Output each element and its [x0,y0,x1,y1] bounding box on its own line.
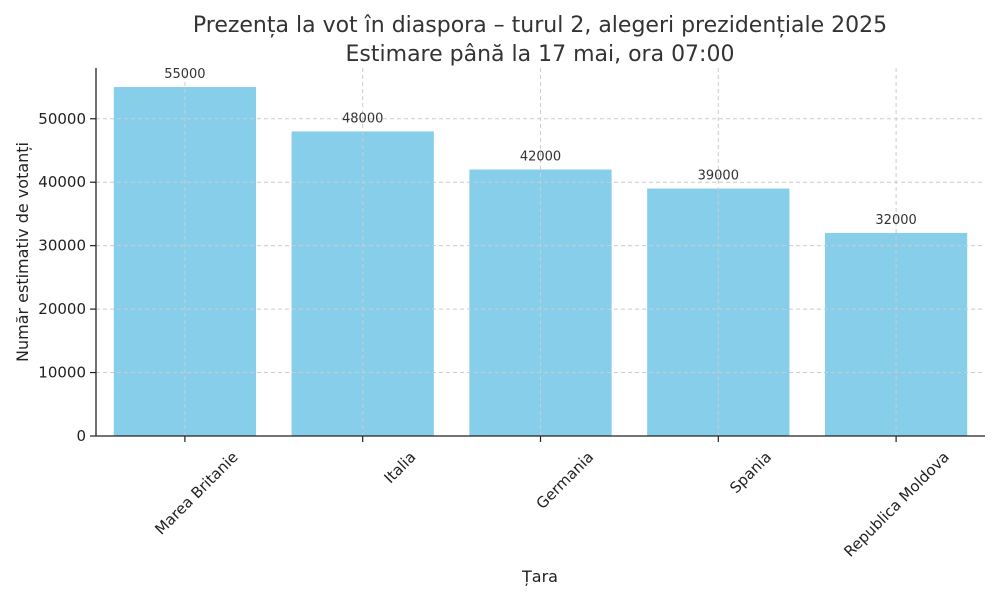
data-label-1: 48000 [342,111,383,126]
chart-subtitle: Estimare până la 17 mai, ora 07:00 [346,42,735,67]
data-label-4: 32000 [875,213,916,228]
x-axis-ticks: Marea Britanie Italia Germania Spania Republ… [151,436,953,561]
x-tick-label-3: Spania [726,448,775,497]
y-axis-label: Număr estimativ de votanți [13,142,32,362]
y-tick-label-4: 40000 [38,173,86,191]
y-tick-label-5: 50000 [38,110,86,128]
data-labels: 55000 48000 42000 39000 32000 [164,67,917,228]
x-tick-label-0: Marea Britanie [151,448,241,538]
x-axis-label: Țara [521,567,558,586]
y-axis-ticks: 0 10000 20000 30000 40000 50000 [38,110,96,445]
x-tick-label-1: Italia [381,448,420,487]
y-tick-label-0: 0 [76,427,86,445]
data-label-3: 39000 [698,169,739,184]
y-tick-label-3: 30000 [38,237,86,255]
data-label-2: 42000 [520,150,561,165]
y-tick-label-1: 10000 [38,364,86,382]
x-tick-label-4: Republica Moldova [840,448,953,561]
chart-title: Prezența la vot în diaspora – turul 2, a… [193,13,887,38]
y-tick-label-2: 20000 [38,300,86,318]
x-tick-label-2: Germania [533,448,598,513]
data-label-0: 55000 [164,67,205,82]
gridlines-overlay [96,68,985,436]
